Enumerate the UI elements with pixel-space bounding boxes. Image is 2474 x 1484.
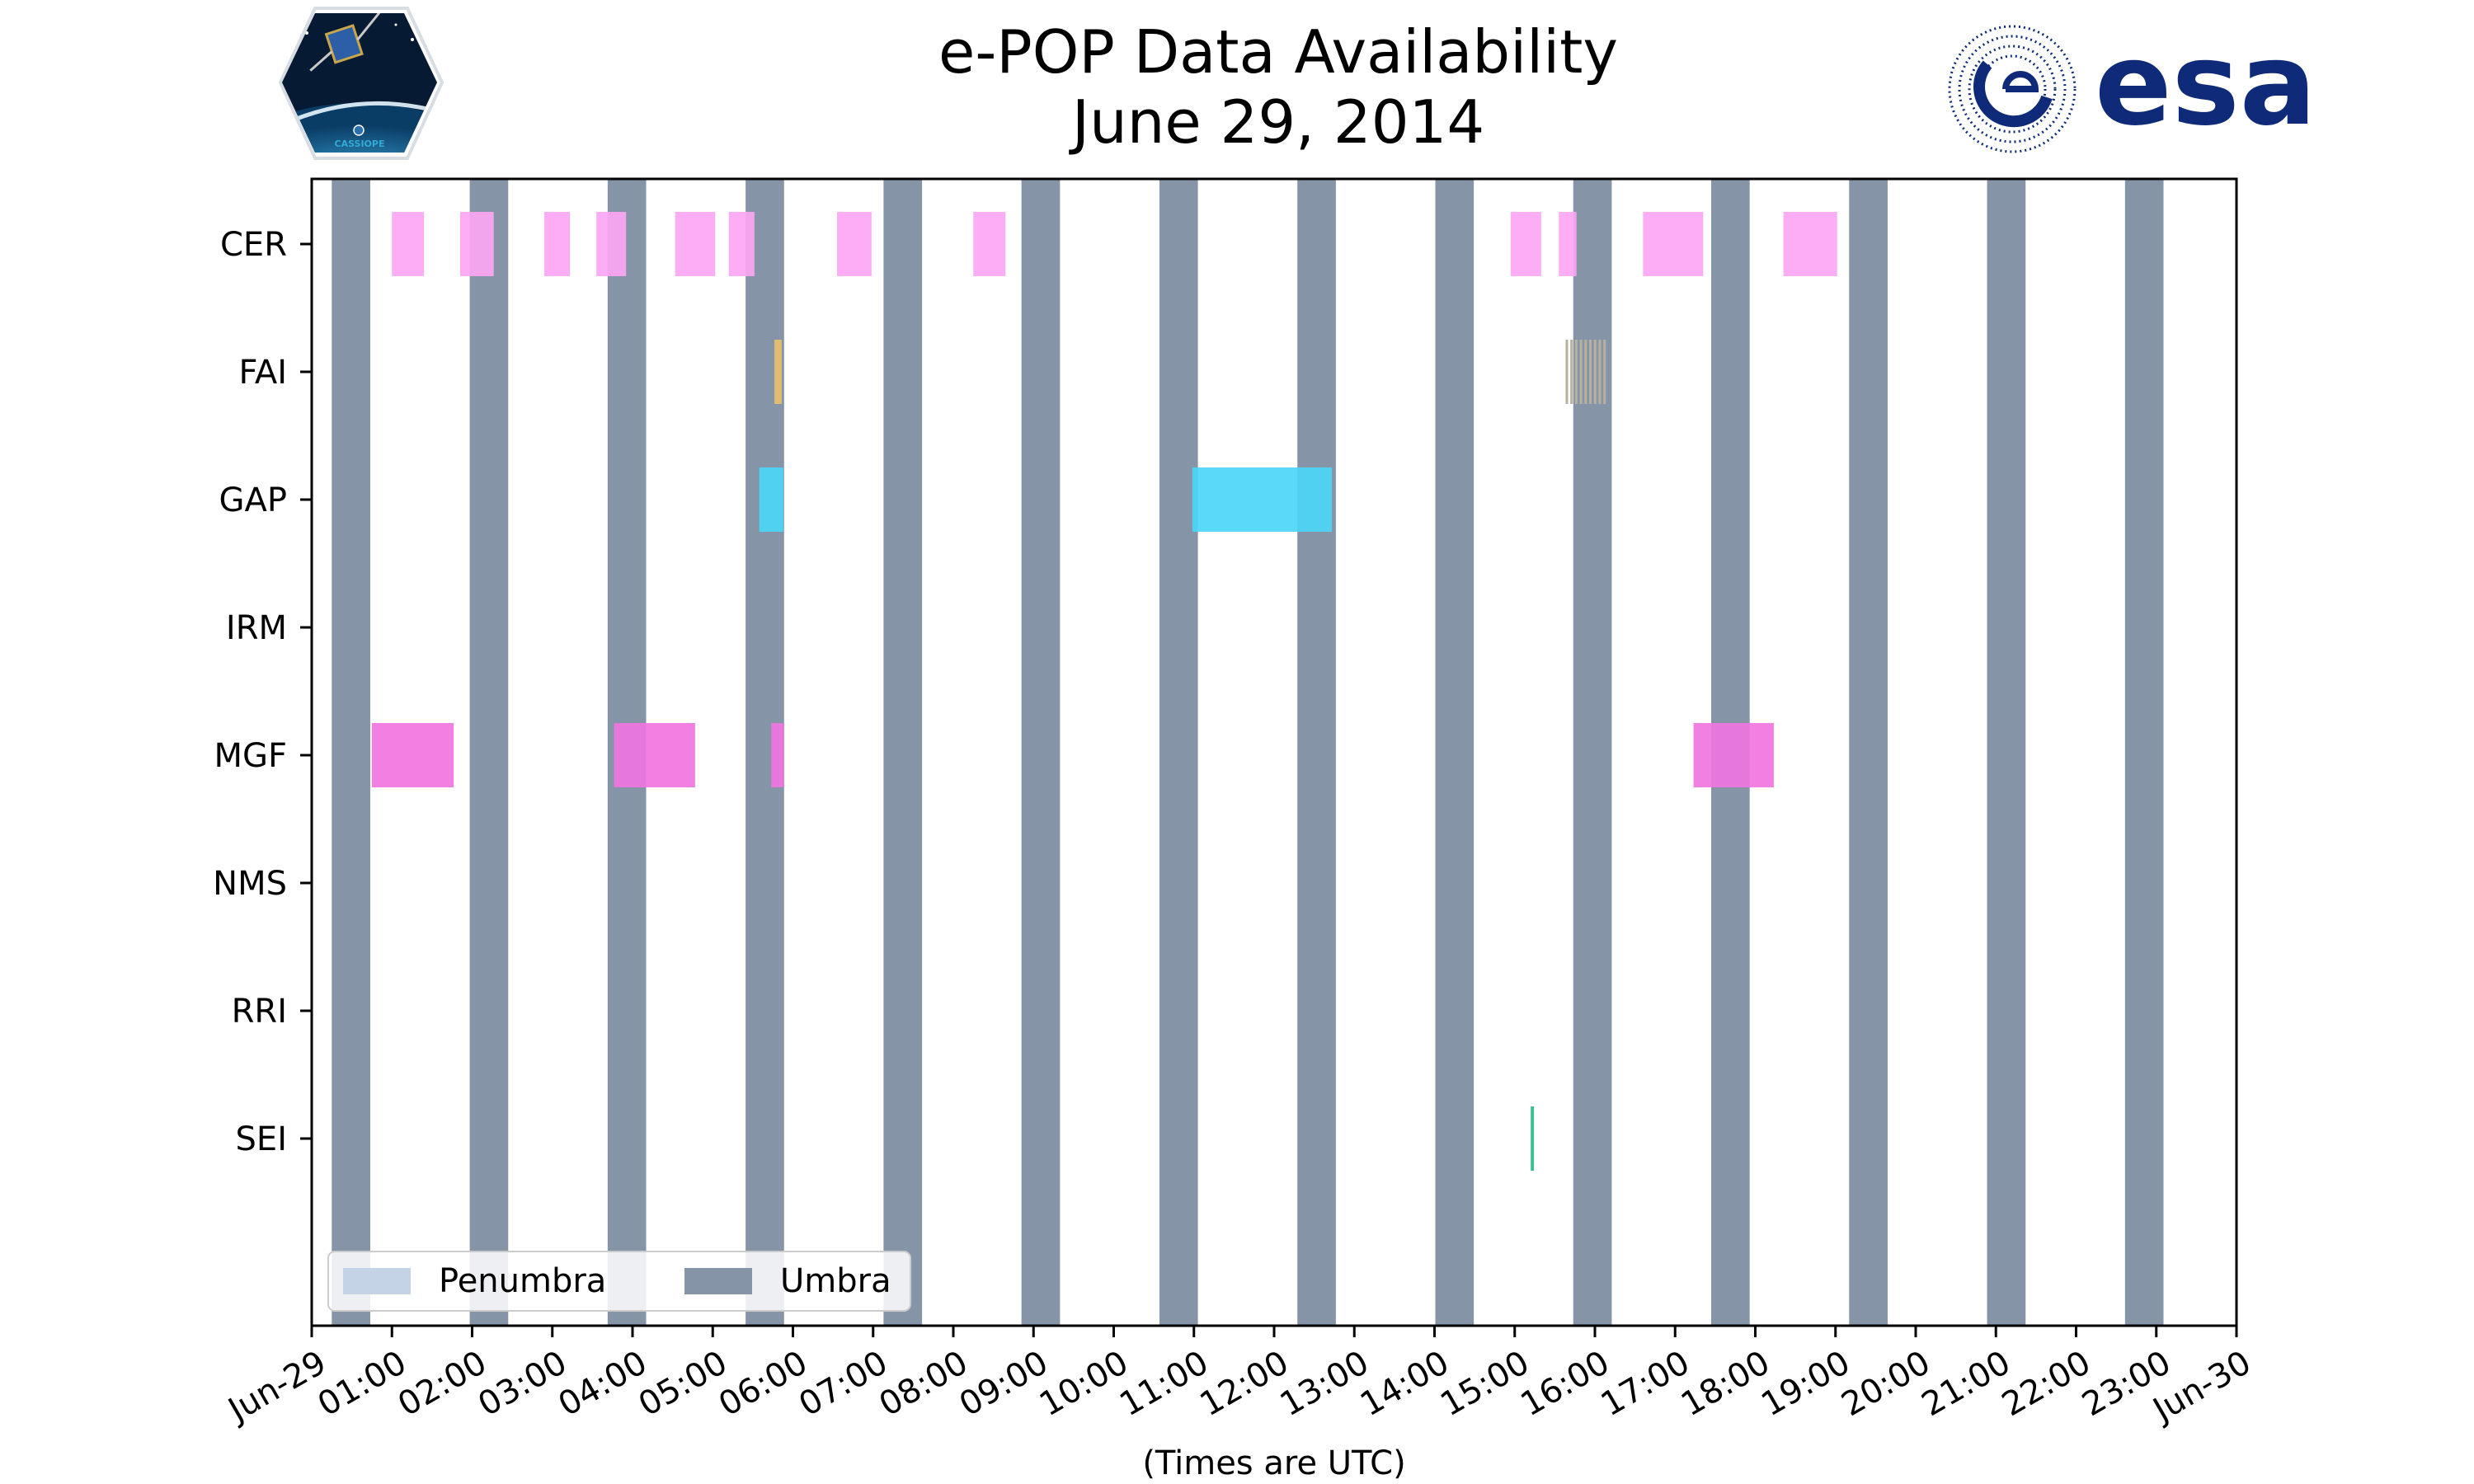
y-tick-label-rri: RRI bbox=[232, 993, 287, 1031]
y-tick-label-irm: IRM bbox=[226, 609, 287, 647]
interval-cer-1 bbox=[459, 212, 494, 276]
interval-mgf-2 bbox=[771, 723, 784, 787]
striped-mark-fai-0-0 bbox=[1565, 340, 1569, 404]
cassiope-logo-text: CASSIOPE bbox=[335, 139, 385, 149]
x-tick-label-19: 19:00 bbox=[1755, 1344, 1856, 1424]
x-tick-label-15: 15:00 bbox=[1434, 1344, 1536, 1424]
x-tick-label-9: 09:00 bbox=[953, 1344, 1055, 1424]
umbra-band-5 bbox=[1021, 179, 1061, 1326]
y-tick-label-gap: GAP bbox=[219, 481, 287, 519]
instrument-intervals bbox=[371, 212, 1837, 1171]
x-axis: Jun-2901:0002:0003:0004:0005:0006:0007:0… bbox=[220, 1326, 2257, 1430]
x-tick-label-8: 08:00 bbox=[873, 1344, 975, 1424]
x-tick-label-14: 14:00 bbox=[1354, 1344, 1456, 1424]
striped-mark-fai-0-8 bbox=[1603, 340, 1606, 404]
y-tick-label-fai: FAI bbox=[239, 354, 288, 392]
interval-gap-0 bbox=[759, 467, 783, 532]
x-axis-label: (Times are UTC) bbox=[1142, 1444, 1405, 1482]
interval-mgf-0 bbox=[371, 723, 454, 787]
striped-mark-fai-0-7 bbox=[1598, 340, 1602, 404]
interval-fai-0 bbox=[774, 340, 782, 404]
x-tick-label-7: 07:00 bbox=[793, 1344, 894, 1424]
x-tick-label-16: 16:00 bbox=[1515, 1344, 1616, 1424]
striped-mark-fai-0-1 bbox=[1570, 340, 1573, 404]
x-tick-label-17: 17:00 bbox=[1595, 1344, 1696, 1424]
y-tick-label-nms: NMS bbox=[213, 865, 287, 903]
umbra-band-8 bbox=[1435, 179, 1475, 1326]
x-tick-label-10: 10:00 bbox=[1033, 1344, 1135, 1424]
umbra-band-9 bbox=[1573, 179, 1612, 1326]
striped-mark-fai-0-4 bbox=[1584, 340, 1587, 404]
interval-sei-0 bbox=[1531, 1106, 1535, 1171]
interval-gap-1 bbox=[1192, 467, 1333, 532]
striped-mark-fai-0-5 bbox=[1589, 340, 1592, 404]
x-tick-label-18: 18:00 bbox=[1675, 1344, 1776, 1424]
interval-cer-7 bbox=[973, 212, 1006, 276]
umbra-band-6 bbox=[1159, 179, 1198, 1326]
legend-label-umbra: Umbra bbox=[780, 1262, 891, 1300]
legend-box bbox=[327, 1251, 911, 1312]
umbra-band-0 bbox=[332, 179, 370, 1326]
legend-swatch-umbra bbox=[684, 1268, 752, 1294]
x-tick-label-11: 11:00 bbox=[1113, 1344, 1215, 1424]
interval-cer-4 bbox=[675, 212, 716, 276]
x-tick-label-4: 04:00 bbox=[553, 1344, 654, 1424]
interval-mgf-3 bbox=[1693, 723, 1774, 787]
interval-cer-10 bbox=[1643, 212, 1704, 276]
umbra-band-1 bbox=[469, 179, 509, 1326]
interval-cer-3 bbox=[596, 212, 627, 276]
interval-cer-0 bbox=[392, 212, 425, 276]
x-tick-label-5: 05:00 bbox=[633, 1344, 734, 1424]
legend-label-penumbra: Penumbra bbox=[439, 1262, 606, 1300]
chart-subtitle: June 29, 2014 bbox=[1069, 87, 1484, 157]
x-tick-label-22: 22:00 bbox=[1996, 1344, 2097, 1424]
y-tick-label-cer: CER bbox=[220, 226, 287, 264]
x-tick-label-3: 03:00 bbox=[472, 1344, 573, 1424]
x-tick-label-6: 06:00 bbox=[713, 1344, 814, 1424]
x-tick-label-2: 02:00 bbox=[392, 1344, 493, 1424]
x-tick-label-1: 01:00 bbox=[312, 1344, 413, 1424]
umbra-band-7 bbox=[1297, 179, 1336, 1326]
legend: Penumbra Umbra bbox=[327, 1251, 911, 1312]
esa-logo-text: esa bbox=[2095, 18, 2316, 151]
chart-title: e-POP Data Availability bbox=[938, 17, 1618, 87]
interval-cer-5 bbox=[728, 212, 755, 276]
x-tick-label-12: 12:00 bbox=[1194, 1344, 1296, 1424]
plot-frame bbox=[310, 177, 2238, 1327]
y-axis: CER FAI GAP IRM MGF NMS RRI SEI bbox=[213, 226, 312, 1158]
legend-swatch-penumbra bbox=[343, 1268, 411, 1294]
esa-swirl-icon bbox=[1948, 25, 2077, 153]
y-tick-label-mgf: MGF bbox=[214, 737, 287, 775]
striped-mark-fai-0-6 bbox=[1593, 340, 1597, 404]
interval-cer-6 bbox=[836, 212, 872, 276]
umbra-band-4 bbox=[883, 179, 923, 1326]
x-tick-label-21: 21:00 bbox=[1916, 1344, 2017, 1424]
y-tick-label-sei: SEI bbox=[236, 1120, 287, 1158]
interval-cer-2 bbox=[544, 212, 571, 276]
x-tick-label-0: Jun-29 bbox=[220, 1344, 332, 1430]
interval-cer-8 bbox=[1510, 212, 1541, 276]
x-tick-label-13: 13:00 bbox=[1274, 1344, 1376, 1424]
interval-cer-9 bbox=[1559, 212, 1577, 276]
interval-mgf-1 bbox=[614, 723, 695, 787]
striped-mark-fai-0-2 bbox=[1574, 340, 1578, 404]
umbra-band-12 bbox=[1987, 179, 2026, 1326]
umbra-band-11 bbox=[1849, 179, 1888, 1326]
umbra-bands bbox=[332, 179, 2164, 1326]
x-tick-label-20: 20:00 bbox=[1836, 1344, 1937, 1424]
striped-mark-fai-0-3 bbox=[1579, 340, 1583, 404]
interval-cer-11 bbox=[1783, 212, 1837, 276]
umbra-band-13 bbox=[2124, 179, 2164, 1326]
esa-logo: esa bbox=[1948, 18, 2316, 153]
